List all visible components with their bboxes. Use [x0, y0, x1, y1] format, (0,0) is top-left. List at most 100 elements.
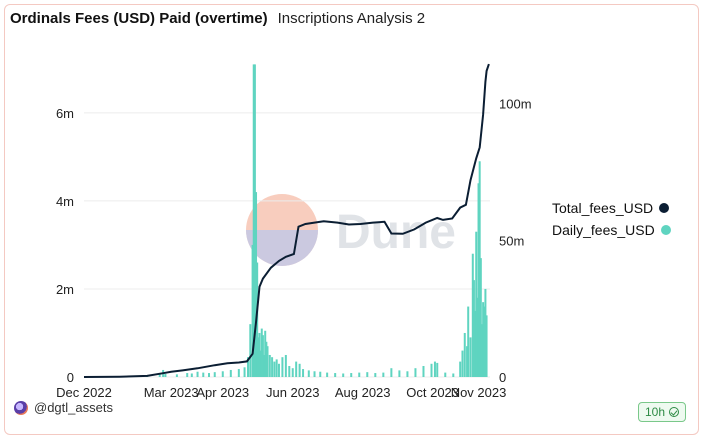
daily-fee-bar	[298, 363, 301, 377]
daily-fee-bar	[261, 335, 264, 377]
daily-fees-bars	[146, 64, 488, 378]
legend-label-total: Total_fees_USD	[552, 200, 654, 216]
gridlines	[84, 112, 490, 378]
chart-title: Ordinals Fees (USD) Paid (overtime)	[10, 10, 268, 27]
y-left-tick-label: 0	[67, 370, 74, 385]
legend-dot-daily	[660, 225, 671, 235]
daily-fee-bar	[475, 231, 478, 377]
daily-fee-bar	[288, 365, 291, 377]
daily-fee-bar	[463, 332, 466, 377]
y-right-tick-label: 100m	[499, 97, 532, 112]
y-left-tick-label: 2m	[56, 282, 74, 297]
daily-fee-bar	[461, 350, 464, 377]
daily-fee-bar	[479, 258, 482, 377]
daily-fee-bar	[459, 361, 462, 377]
legend-item-total[interactable]: Total_fees_USD	[552, 197, 671, 219]
daily-fee-bar	[275, 359, 278, 377]
daily-fee-bar	[186, 373, 189, 377]
daily-fee-bar	[319, 371, 322, 377]
daily-fee-bar	[307, 370, 310, 377]
daily-fee-bar	[202, 372, 205, 377]
daily-fee-bar	[374, 373, 377, 377]
daily-fee-bar	[255, 192, 258, 377]
x-tick-label: Jun 2023	[266, 385, 320, 400]
daily-fee-bar	[196, 371, 199, 377]
daily-fee-bar	[164, 373, 167, 377]
daily-fee-bar	[247, 357, 250, 377]
daily-fee-bar	[249, 324, 252, 377]
y-axis-left: 0 2m 4m 6m	[56, 106, 74, 385]
daily-fee-bar	[366, 372, 369, 377]
daily-fee-bar	[483, 306, 486, 377]
watermark-text: Dune	[336, 206, 456, 259]
x-tick-label: Dec 2022	[56, 385, 112, 400]
daily-fee-bar	[414, 368, 417, 377]
daily-fee-bar	[452, 373, 455, 377]
check-circle-icon	[669, 407, 680, 417]
y-left-tick-label: 4m	[56, 194, 74, 209]
daily-fee-bar	[398, 370, 401, 377]
y-right-tick-label: 50m	[499, 233, 524, 248]
refresh-badge[interactable]: 10h	[638, 402, 687, 422]
chart-card	[4, 4, 699, 435]
daily-fee-bar	[243, 367, 246, 377]
legend: Total_fees_USD Daily_fees_USD	[552, 197, 671, 241]
daily-fee-bar	[471, 253, 474, 377]
daily-fee-bar	[253, 64, 256, 378]
daily-fee-bar	[252, 64, 255, 378]
daily-fee-bar	[281, 357, 284, 377]
daily-fee-bar	[334, 373, 337, 377]
y-axis-right: 0 50m 100m	[499, 97, 532, 385]
author-handle: @dgtl_assets	[34, 400, 113, 415]
daily-fee-bar	[406, 371, 409, 377]
daily-fee-bar	[474, 310, 477, 377]
dune-watermark: Dune	[246, 194, 456, 266]
daily-fee-bar	[358, 372, 361, 377]
daily-fee-bar	[382, 372, 385, 377]
daily-fee-bar	[466, 346, 469, 377]
legend-item-daily[interactable]: Daily_fees_USD	[552, 219, 671, 241]
daily-fee-bar	[430, 363, 433, 377]
daily-fee-bar	[263, 354, 266, 377]
daily-fee-bar	[251, 244, 254, 377]
daily-fee-bar	[257, 337, 260, 377]
daily-fee-bar	[485, 315, 488, 377]
daily-fee-bar	[342, 373, 345, 377]
daily-fee-bar	[175, 374, 178, 377]
legend-dot-total	[659, 203, 670, 213]
daily-fee-bar	[478, 161, 481, 377]
daily-fee-bar	[390, 368, 393, 377]
daily-fee-bar	[472, 280, 475, 377]
daily-fee-bar	[482, 302, 485, 377]
daily-fee-bar	[271, 357, 274, 377]
legend-label-daily: Daily_fees_USD	[552, 222, 655, 238]
daily-fee-bar	[229, 369, 232, 377]
daily-fee-bar	[291, 368, 294, 377]
daily-fee-bar	[266, 346, 269, 377]
total-fees-line	[83, 63, 490, 378]
daily-fee-bar	[436, 362, 439, 377]
daily-fee-bar	[477, 183, 480, 377]
daily-fee-bar	[237, 369, 240, 377]
x-tick-label: Aug 2023	[335, 385, 391, 400]
daily-fee-bar	[284, 354, 287, 377]
daily-fee-bar	[260, 328, 263, 377]
x-tick-label: Mar 2023	[144, 385, 199, 400]
footer-author[interactable]: @dgtl_assets	[14, 400, 113, 415]
chart-header: Ordinals Fees (USD) Paid (overtime) Insc…	[10, 10, 425, 27]
watermark-circle-lower	[246, 230, 318, 266]
daily-fee-bar	[268, 354, 271, 377]
daily-fee-bar	[313, 371, 316, 377]
x-tick-label: Oct 2023	[406, 385, 459, 400]
chart-subtitle: Inscriptions Analysis 2	[277, 10, 426, 27]
x-tick-label: Nov 2023	[451, 385, 507, 400]
daily-fee-bar	[258, 332, 261, 377]
daily-fee-bar	[158, 374, 161, 377]
daily-fee-bar	[302, 369, 305, 377]
daily-fee-bar	[480, 324, 483, 377]
daily-fee-bar	[273, 361, 276, 377]
daily-fee-bar	[467, 306, 470, 377]
daily-fee-bar	[213, 372, 216, 377]
refresh-badge-label: 10h	[645, 405, 666, 419]
